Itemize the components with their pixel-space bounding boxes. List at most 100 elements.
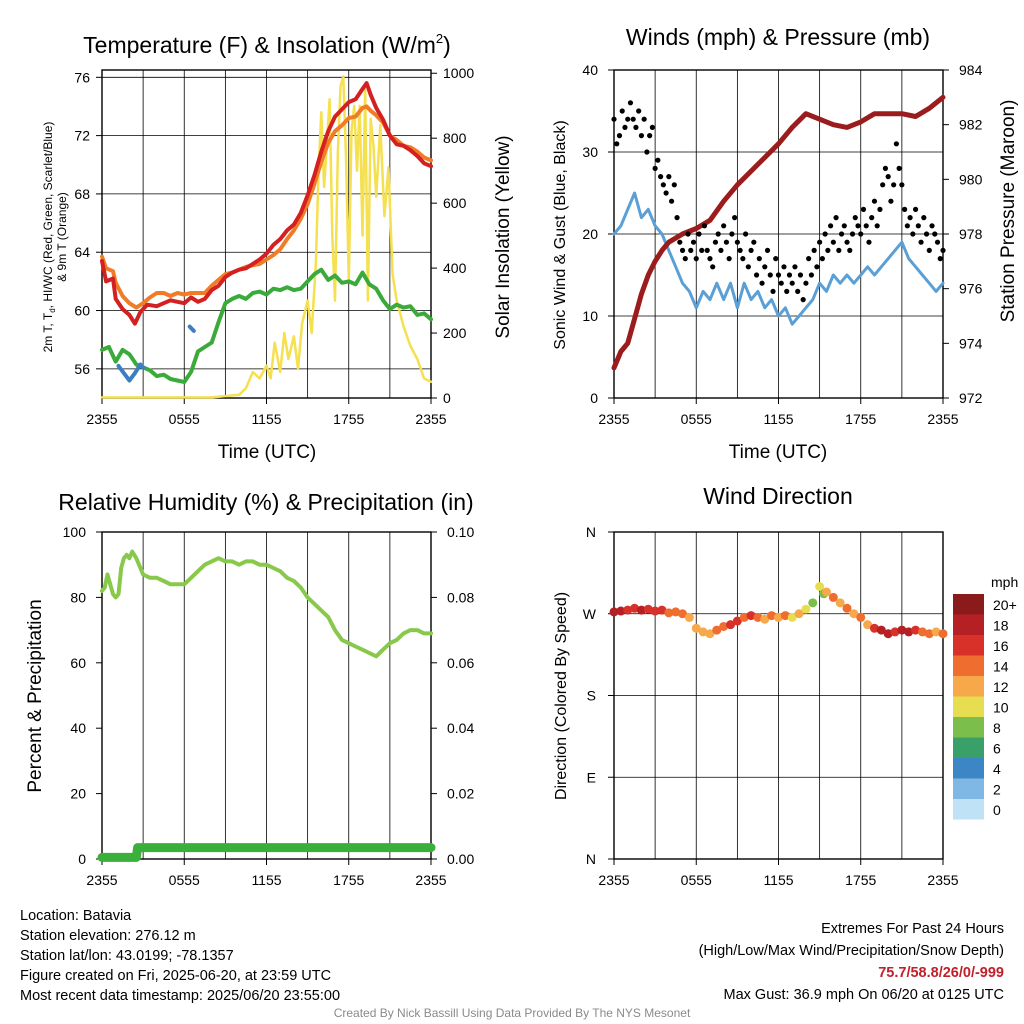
pressure-line <box>611 94 946 371</box>
direction-point <box>931 627 941 637</box>
precip-ytick-label: 0.00 <box>447 851 474 867</box>
gust-point <box>625 116 631 122</box>
rh-xtick-label: 1155 <box>251 872 281 888</box>
legend-title: mph <box>991 574 1018 590</box>
rh-panel: Relative Humidity (%) & Precipitation (i… <box>25 489 474 888</box>
wind-ytick-label: 0 <box>590 390 598 406</box>
direction-point <box>767 611 777 621</box>
dir-xtick-label: 2355 <box>927 872 958 888</box>
gust-point <box>811 247 817 253</box>
direction-point <box>787 612 797 622</box>
legend-swatch <box>953 655 984 676</box>
extremes-box: Extremes For Past 24 Hours (High/Low/Max… <box>699 918 1004 1006</box>
gust-point <box>795 288 801 294</box>
temp-series-yellow <box>100 75 433 399</box>
gust-point <box>869 215 875 221</box>
rh-title: Relative Humidity (%) & Precipitation (i… <box>58 489 473 515</box>
legend-swatch <box>953 635 984 656</box>
pressure-ytick-label: 980 <box>959 171 983 187</box>
direction-point <box>609 607 619 617</box>
precip-ytick-label: 0.08 <box>447 589 474 605</box>
gust-point <box>822 231 828 237</box>
direction-point <box>616 606 626 616</box>
legend-swatch <box>953 696 984 717</box>
rh-ytick-label: 80 <box>70 589 86 605</box>
gust-point <box>819 256 825 262</box>
gust-point <box>663 190 669 196</box>
direction-point <box>876 625 886 635</box>
rh-xtick-label: 1755 <box>333 872 364 888</box>
direction-point <box>705 629 715 639</box>
gust-point <box>827 223 834 229</box>
legend-label: 20+ <box>993 597 1017 613</box>
gust-point <box>704 247 710 253</box>
gust-point <box>784 288 790 294</box>
temp-title: Temperature (F) & Insolation (W/m2) <box>83 31 451 58</box>
gust-point <box>841 223 847 229</box>
wind-xtick-label: 1155 <box>763 411 793 427</box>
gust-point <box>885 174 891 180</box>
direction-point <box>671 607 681 617</box>
wind-ytick-label: 30 <box>582 144 598 160</box>
gust-point <box>926 247 932 253</box>
gust-point <box>877 206 883 212</box>
direction-point <box>630 603 640 613</box>
gust-point <box>871 198 878 204</box>
gust-point <box>786 272 793 278</box>
gust-point <box>660 182 666 188</box>
wind-xtick-label: 0555 <box>681 411 712 427</box>
gust-point <box>729 231 735 237</box>
rh-plot-area: 0 20 40 60 80 100 0.00 0.02 0.04 0.06 0.08 0.10 2355… <box>63 524 475 888</box>
gust-point <box>803 280 809 286</box>
gust-point <box>644 149 650 155</box>
wind-plot-area: 0 10 20 30 40 972 974 976 978 980 982 984 2355 0555 11… <box>582 62 982 427</box>
direction-point <box>869 623 879 633</box>
direction-point <box>917 627 927 637</box>
direction-point <box>684 612 694 622</box>
pressure-ytick-label: 976 <box>959 281 983 297</box>
rh-xtick-label: 0555 <box>169 872 200 888</box>
rh-ytick-label: 60 <box>70 655 86 671</box>
gust-point <box>701 223 708 229</box>
rh-ytick-label: 40 <box>70 720 86 736</box>
gust-point <box>743 231 749 237</box>
rh-xtick-label: 2355 <box>86 872 117 888</box>
gust-point <box>693 256 699 262</box>
rh-ytick-label: 20 <box>70 786 86 802</box>
gust-point <box>844 239 850 245</box>
gust-point <box>852 215 858 221</box>
gust-point <box>682 256 688 262</box>
gust-point <box>723 239 730 245</box>
pressure-ytick-label: 978 <box>959 226 983 242</box>
legend-label: 12 <box>993 679 1009 695</box>
wind-panel: Winds (mph) & Pressure (mb) 0 10 20 30 40 972… <box>552 24 1019 463</box>
dir-ylabel-left: Direction (Colored By Speed) <box>553 592 570 800</box>
direction-point <box>698 627 708 637</box>
temp-xtick-label: 2355 <box>415 411 446 427</box>
direction-point <box>815 582 825 591</box>
gust-point <box>748 247 754 253</box>
precip-line <box>97 843 436 862</box>
legend-label: 2 <box>993 782 1001 798</box>
dir-ytick-label: E <box>587 769 596 785</box>
dir-ytick-label: N <box>586 851 596 867</box>
gust-point <box>641 116 647 122</box>
temp-xtick-label: 0555 <box>169 411 200 427</box>
gust-point <box>652 165 658 171</box>
gust-point <box>647 133 653 139</box>
dir-frame <box>613 531 944 860</box>
precip-ytick-label: 0.02 <box>447 786 474 802</box>
temp-series-orange <box>100 104 433 310</box>
pressure-ytick-label: 972 <box>959 390 983 406</box>
gust-point <box>808 272 815 278</box>
gust-point <box>932 231 938 237</box>
dir-ytick-label: W <box>583 606 597 622</box>
gust-point <box>806 256 812 262</box>
legend-swatch <box>953 717 984 738</box>
direction-point <box>739 612 749 622</box>
rh-ytick-label: 100 <box>63 524 87 540</box>
temp-ytick-label: 72 <box>74 128 90 144</box>
gust-point <box>797 272 804 278</box>
gust-point <box>817 239 823 245</box>
gust-point <box>830 239 836 245</box>
